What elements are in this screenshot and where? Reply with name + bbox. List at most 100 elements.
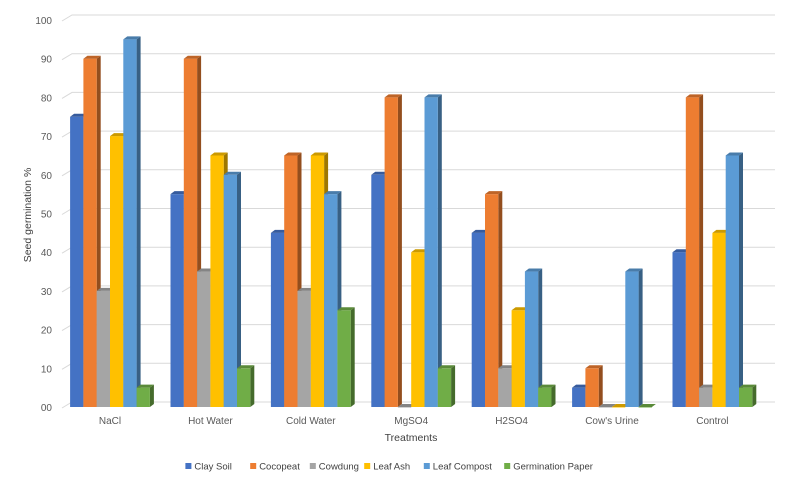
bar-front — [685, 97, 700, 408]
bar-top — [498, 365, 516, 369]
bar-front — [739, 387, 753, 407]
bar-top — [585, 365, 603, 369]
bar-front — [524, 271, 539, 407]
bar-front — [471, 232, 485, 407]
bar-top — [110, 133, 128, 137]
bar-top — [237, 365, 255, 369]
bar-top — [70, 113, 88, 117]
y-tick-label: 40 — [41, 248, 53, 259]
gridline — [61, 53, 775, 61]
legend-swatch — [250, 463, 257, 469]
bar-top — [511, 307, 529, 311]
bar-top — [371, 171, 389, 175]
bar — [397, 404, 416, 408]
legend-label: Clay Soil — [194, 462, 232, 473]
bar-side — [250, 365, 255, 407]
y-axis-ticks: 00 10 20 30 40 50 60 70 80 90 100 — [35, 16, 52, 414]
legend-label: Leaf Compost — [433, 462, 493, 473]
legend-label: Cocopeat — [259, 462, 300, 473]
bar-top — [638, 404, 656, 407]
bar-front — [337, 310, 351, 407]
bar — [585, 365, 603, 407]
bar — [123, 36, 141, 407]
legend-label: Cowdung — [319, 462, 359, 473]
legend-swatch — [309, 463, 316, 469]
legend-swatch — [504, 463, 511, 469]
bar — [337, 307, 355, 407]
bar-front — [397, 407, 412, 408]
bar-top — [471, 229, 489, 233]
bar-front — [638, 407, 652, 408]
bar-front — [110, 136, 124, 407]
bar-top — [223, 171, 241, 175]
y-tick-label: 30 — [41, 287, 53, 298]
bar-front — [284, 155, 298, 407]
bar-side — [699, 94, 704, 408]
bar-group — [471, 191, 556, 407]
gridline — [61, 208, 775, 215]
bar-front — [485, 194, 499, 407]
bar-top — [712, 229, 730, 233]
bar-front — [424, 97, 438, 408]
y-tick-label: 00 — [41, 403, 53, 414]
x-tick-label: Hot Water — [188, 416, 233, 427]
bar-front — [210, 155, 224, 407]
bar — [612, 404, 630, 408]
bar-front — [725, 155, 739, 407]
bar-top — [136, 384, 154, 388]
bar-top — [270, 229, 289, 233]
bar-front — [598, 407, 612, 408]
bar-top — [538, 384, 556, 388]
bar — [739, 384, 757, 407]
bar-side — [551, 384, 556, 407]
bar-top — [672, 249, 690, 253]
legend-item: Clay Soil — [185, 462, 232, 473]
bar-front — [699, 387, 713, 407]
bar-front — [612, 407, 626, 408]
bar-group — [672, 94, 757, 408]
bar-front — [237, 368, 251, 407]
bar-side — [451, 365, 456, 407]
legend-item: Leaf Compost — [423, 462, 493, 473]
bar-top — [685, 94, 704, 98]
bar-front — [511, 310, 525, 407]
bar — [223, 171, 241, 407]
bar-front — [672, 252, 686, 407]
bar-front — [183, 58, 198, 407]
bar-side — [538, 268, 543, 407]
bar-top — [310, 152, 329, 156]
bar-group — [270, 152, 355, 407]
bar-top — [699, 384, 717, 388]
bar-side — [638, 268, 643, 407]
bar-top — [739, 384, 757, 388]
x-tick-label: NaCl — [99, 416, 121, 427]
bar — [437, 365, 456, 407]
bar-front — [324, 194, 338, 407]
bar-top — [96, 287, 114, 291]
bar-front — [437, 368, 452, 407]
bar-top — [625, 268, 643, 272]
bar-front — [223, 174, 237, 407]
bar-top — [123, 36, 141, 40]
x-axis-title: Treatments — [385, 432, 438, 444]
bar-side — [498, 191, 503, 407]
bar-front — [572, 387, 586, 407]
gridline — [61, 130, 775, 138]
bar-front — [297, 290, 311, 407]
y-tick-label: 60 — [41, 171, 53, 182]
bar-top — [384, 94, 402, 98]
bar-front — [310, 155, 325, 407]
gridline — [61, 14, 775, 22]
bar-side — [136, 36, 141, 407]
bar-group — [70, 36, 154, 407]
bar-side — [350, 307, 355, 407]
bar — [237, 365, 255, 407]
bar — [725, 152, 743, 407]
legend-swatch — [185, 463, 192, 469]
bar — [485, 191, 503, 407]
bar-side — [739, 152, 743, 407]
bar-top — [572, 384, 590, 388]
x-tick-label: H2SO4 — [495, 416, 528, 427]
bar-front — [538, 387, 552, 407]
